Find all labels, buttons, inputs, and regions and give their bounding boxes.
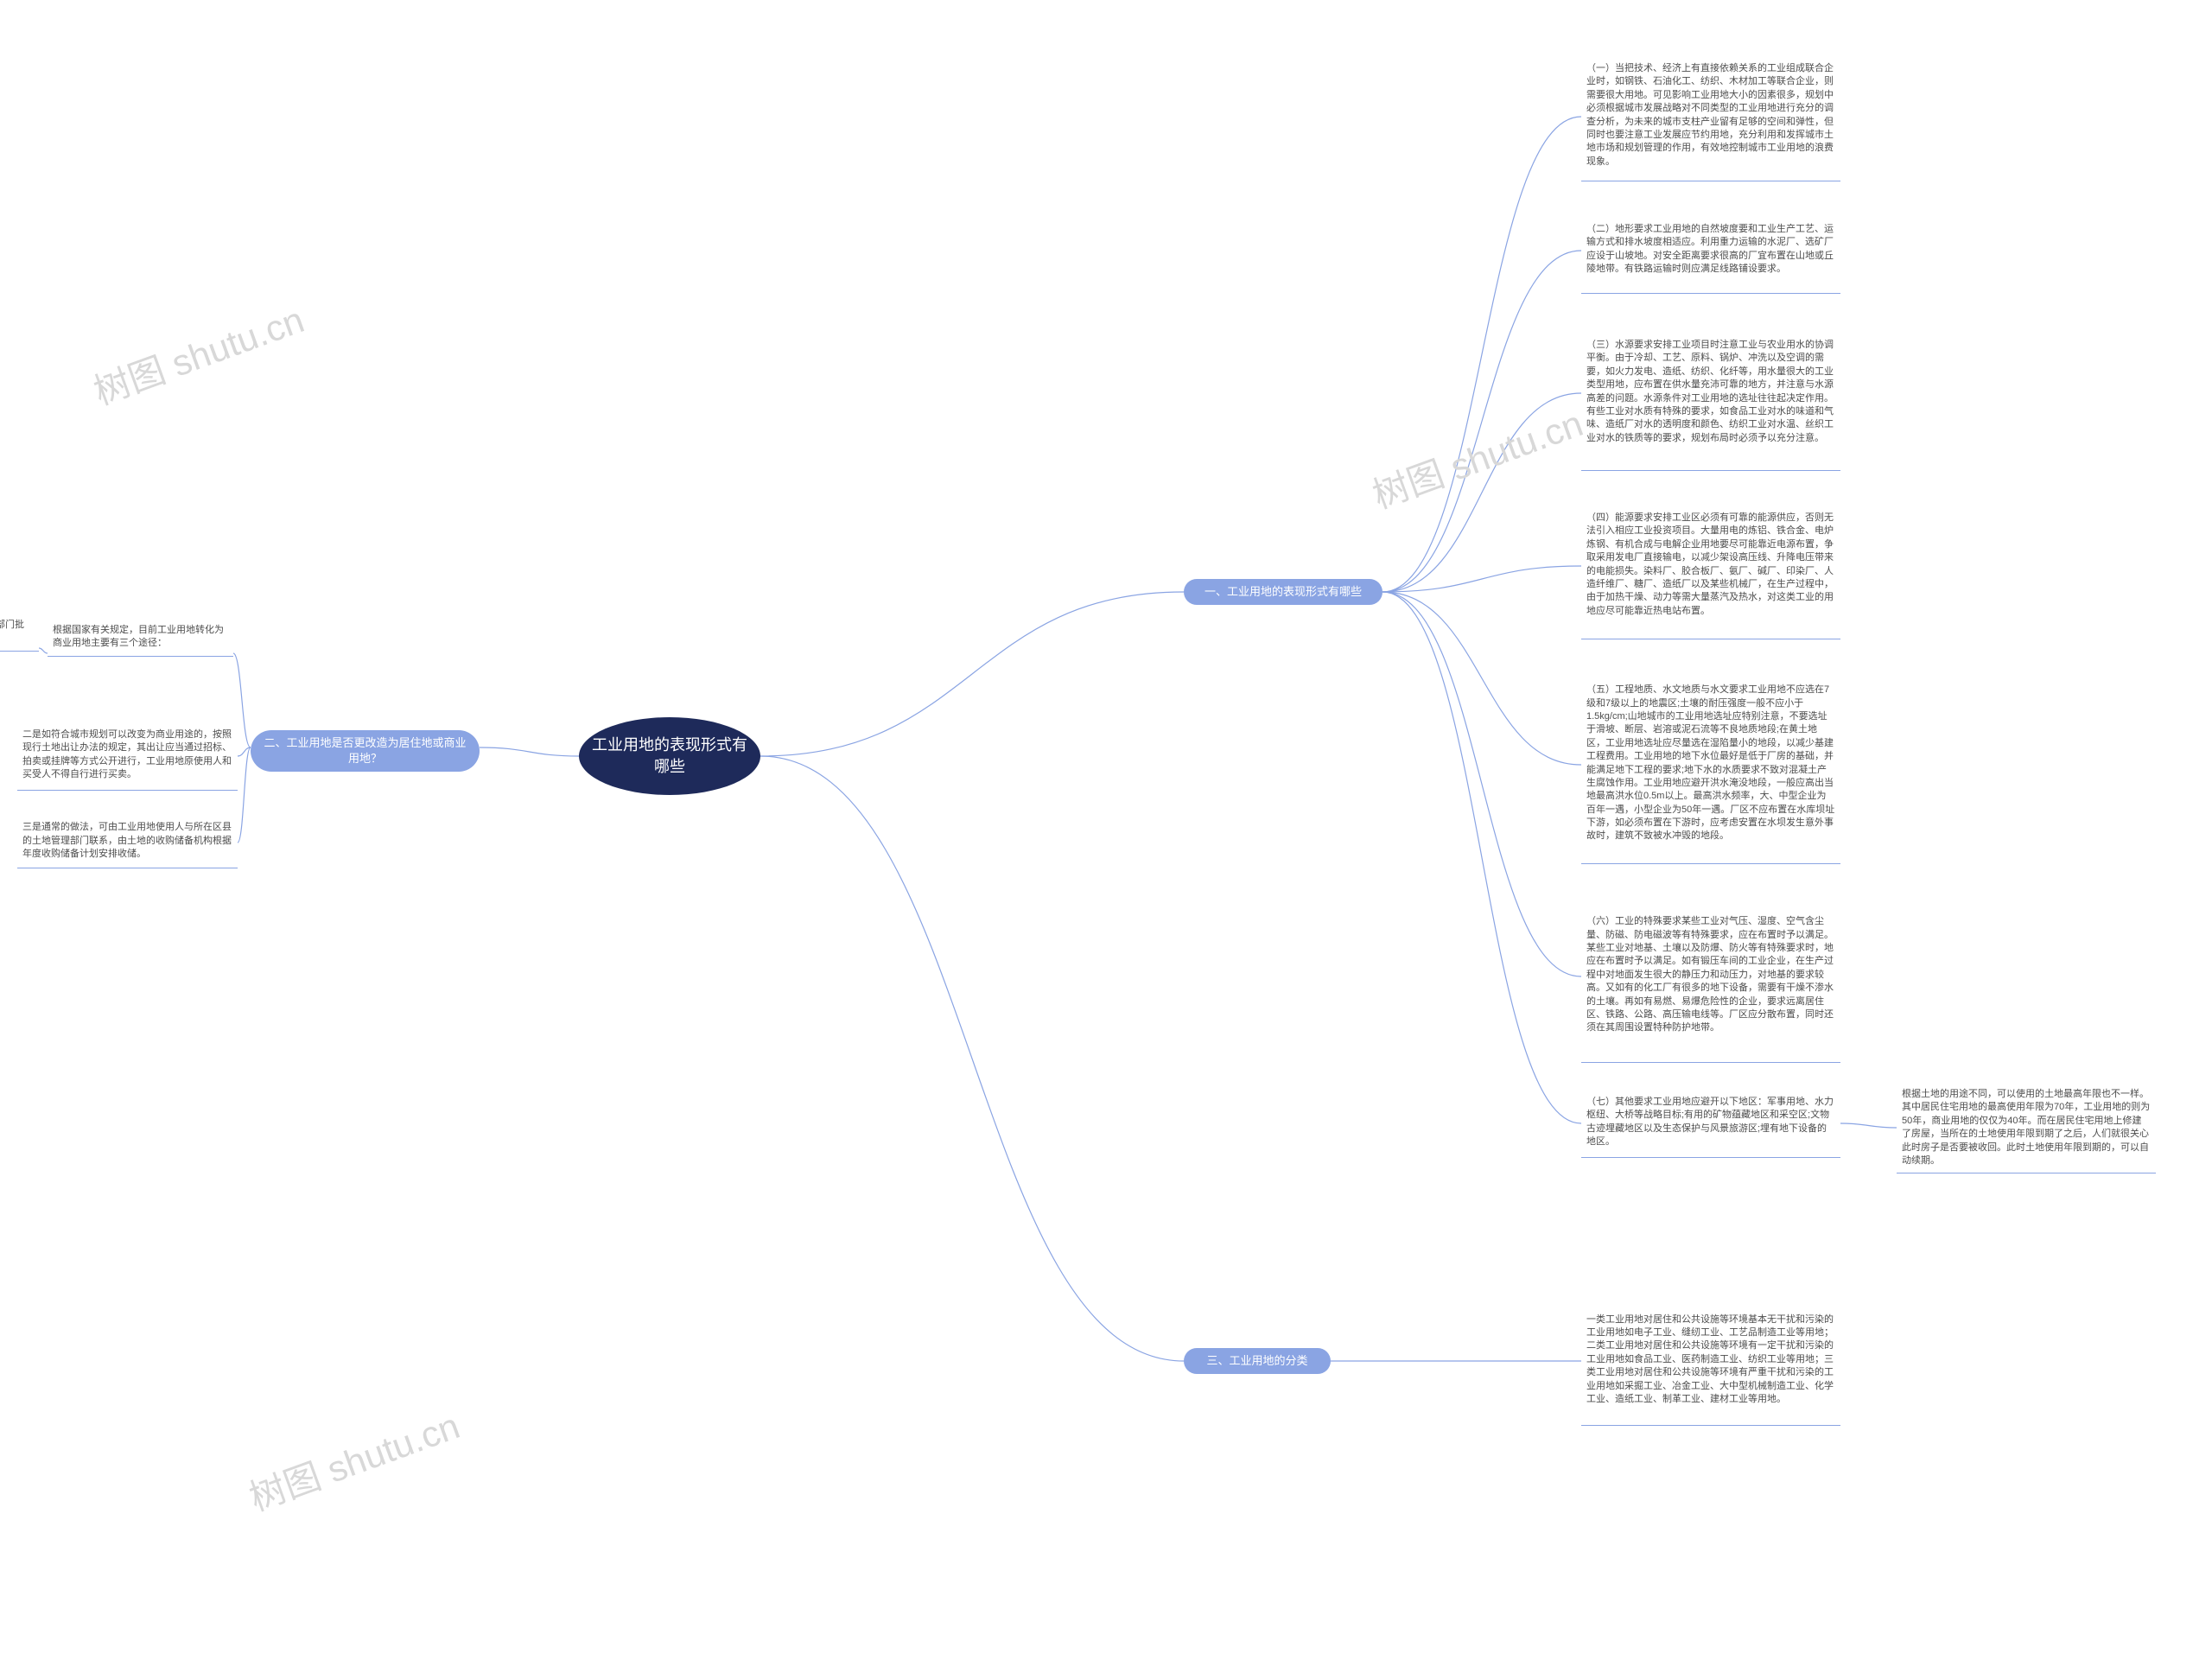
leaf-node: 根据国家有关规定，目前工业用地转化为商业用地主要有三个途径： [48, 620, 233, 657]
mindmap-canvas: 树图 shutu.cn 树图 shutu.cn 树图 shutu.cn 工业用地的表现… [0, 0, 2212, 1660]
leaf-node: （六）工业的特殊要求某些工业对气压、湿度、空气含尘量、防磁、防电磁波等有特殊要求… [1581, 890, 1840, 1063]
leaf-node: 根据土地的用途不同，可以使用的土地最高年限也不一样。其中居民住宅用地的最高使用年… [1897, 1084, 2156, 1173]
leaf-node: 一是必须符合城市总体规划，并需经过规划部门批准； [0, 615, 39, 652]
leaf-node: （四）能源要求安排工业区必须有可靠的能源供应，否则无法引入相应工业投资项目。大量… [1581, 493, 1840, 639]
leaf-node: （五）工程地质、水文地质与水文要求工业用地不应选在7级和7级以上的地震区;土壤的… [1581, 665, 1840, 864]
leaf-node: 二是如符合城市规划可以改变为商业用途的，按照现行土地出让办法的规定，其出让应当通… [17, 722, 238, 791]
leaf-node: 一类工业用地对居住和公共设施等环境基本无干扰和污染的工业用地如电子工业、缝纫工业… [1581, 1296, 1840, 1426]
root-node[interactable]: 工业用地的表现形式有哪些 [579, 717, 760, 795]
watermark: 树图 shutu.cn [1364, 395, 1589, 519]
watermark: 树图 shutu.cn [86, 291, 310, 416]
leaf-node: （三）水源要求安排工业项目时注意工业与农业用水的协调平衡。由于冷却、工艺、原料、… [1581, 315, 1840, 471]
leaf-node: （七）其他要求工业用地应避开以下地区：军事用地、水力枢纽、大桥等战略目标;有用的… [1581, 1089, 1840, 1158]
leaf-node: （一）当把技术、经济上有直接依赖关系的工业组成联合企业时，如钢铁、石油化工、纺织… [1581, 52, 1840, 181]
section-node[interactable]: 二、工业用地是否更改造为居住地或商业用地？ [251, 730, 480, 772]
leaf-node: （二）地形要求工业用地的自然坡度要和工业生产工艺、运输方式和排水坡度相适应。利用… [1581, 207, 1840, 294]
section-node[interactable]: 一、工业用地的表现形式有哪些 [1184, 579, 1382, 605]
section-node[interactable]: 三、工业用地的分类 [1184, 1348, 1331, 1374]
leaf-node: 三是通常的做法，可由工业用地使用人与所在区县的土地管理部门联系，由土地的收购储备… [17, 817, 238, 868]
watermark: 树图 shutu.cn [241, 1397, 466, 1522]
